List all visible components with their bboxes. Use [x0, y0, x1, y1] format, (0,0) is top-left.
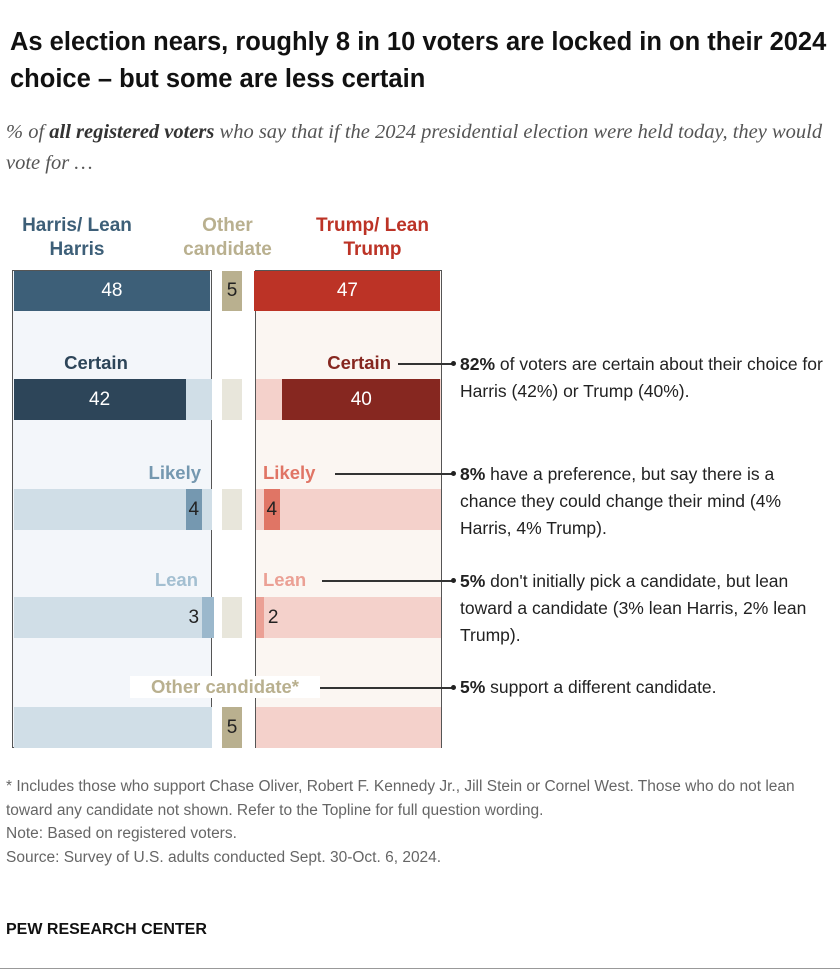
bar-trump-likely [263, 489, 280, 530]
subtitle-post: who say that if the 2024 presidential el… [6, 121, 823, 174]
header-other: Other candidate [183, 215, 272, 260]
value-trump-likely: 4 [266, 499, 278, 520]
footnote-note: Note: Based on registered voters. [6, 825, 237, 842]
subtitle-pre: % of [6, 121, 50, 143]
row-bg-trump [256, 489, 441, 530]
leader-dot [451, 471, 456, 476]
leader-dot [451, 361, 456, 366]
label-trump-likely: Likely [263, 462, 316, 483]
value-harris-lean: 3 [188, 607, 200, 628]
annotation-percent: 5% [460, 677, 486, 697]
row-bg-trump [256, 597, 441, 638]
bar-total-other [222, 271, 242, 311]
annotation-percent: 8% [460, 464, 486, 484]
value-harris-likely: 4 [188, 499, 200, 520]
leader-line [398, 363, 453, 365]
label-other-candidate: Other candidate* [130, 676, 320, 698]
value-total-trump: 47 [336, 280, 358, 301]
annotation-percent: 5% [460, 571, 486, 591]
bar-harris-lean [202, 597, 215, 638]
annotation-text: have a preference, but say there is a ch… [460, 464, 782, 538]
leader-line [322, 580, 453, 582]
chart-subtitle: % of all registered voters who say that … [6, 117, 826, 179]
leader-dot [451, 685, 456, 690]
header-harris: Harris/ Lean Harris [22, 215, 132, 260]
row-bg-harris [13, 707, 212, 748]
value-total-harris: 48 [101, 280, 123, 301]
bar-total-trump [254, 271, 441, 311]
value-trump-certain: 40 [350, 389, 372, 410]
row-bg-harris [13, 597, 212, 638]
annotation: 5% support a different candidate. [460, 674, 830, 701]
label-trump-certain: Certain [327, 352, 391, 373]
bar-other-other [222, 707, 242, 748]
annotation-text: don't initially pick a candidate, but le… [460, 571, 807, 645]
bar-trump-certain [282, 379, 441, 420]
leader-line [320, 687, 453, 689]
bottom-rule [0, 968, 840, 969]
annotation: 82% of voters are certain about their ch… [460, 351, 830, 405]
bar-harris-likely [185, 489, 203, 530]
value-total-other: 5 [226, 280, 238, 301]
chart-title: As election nears, roughly 8 in 10 voter… [10, 28, 827, 93]
label-harris-lean: Lean [154, 569, 198, 590]
annotation: 5% don't initially pick a candidate, but… [460, 568, 830, 649]
row-bg-trump [256, 707, 441, 748]
subtitle-bold: all registered voters [49, 121, 215, 143]
bar-trump-lean [256, 597, 264, 638]
leader-line [335, 473, 453, 475]
bar-total-harris [13, 271, 211, 311]
bar-harris-certain [13, 379, 186, 420]
brand-logo-text: PEW RESEARCH CENTER [6, 921, 207, 938]
value-harris-certain: 42 [89, 389, 111, 410]
row-bg-harris [13, 489, 212, 530]
value-other-other: 5 [226, 717, 238, 738]
row-bg-other [222, 489, 242, 530]
row-bg-other [222, 379, 242, 420]
value-trump-lean: 2 [267, 607, 279, 628]
header-trump: Trump/ Lean Trump [316, 215, 429, 260]
annotation-text: of voters are certain about their choice… [460, 354, 823, 401]
label-trump-lean: Lean [263, 569, 307, 590]
label-harris-certain: Certain [64, 352, 128, 373]
leader-dot [451, 578, 456, 583]
footnote-asterisk: * Includes those who support Chase Olive… [6, 778, 795, 819]
annotation-percent: 82% [460, 354, 496, 374]
annotation-text: support a different candidate. [485, 677, 717, 697]
annotation: 8% have a preference, but say there is a… [460, 461, 830, 542]
label-harris-likely: Likely [148, 462, 201, 483]
footnote-source: Source: Survey of U.S. adults conducted … [6, 848, 442, 866]
row-bg-other [222, 597, 242, 638]
footnotes: * Includes those who support Chase Olive… [6, 775, 836, 869]
